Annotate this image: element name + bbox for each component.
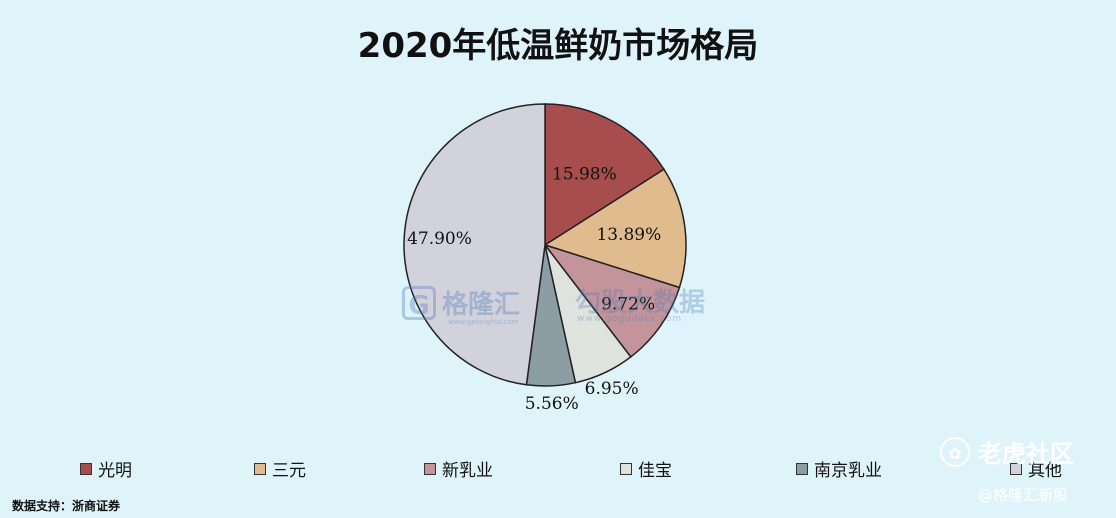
pie-slice-2 [542,243,681,358]
legend-swatch [254,462,266,475]
brand-author: @格隆汇新股 [978,486,1069,504]
gogudata-watermark: 勾股大数据 [575,288,706,318]
pie-slice-1 [543,168,687,289]
pie-label-5: 47.90% [407,229,472,249]
gelonghui-watermark-url: www.gelonghui.com [448,318,519,326]
pie-label-4: 5.56% [525,394,579,414]
legend-label: 南京乳业 [814,461,882,481]
legend-swatch [796,462,808,475]
legend-item: 南京乳业 [796,456,882,481]
pie-label-0: 15.98% [552,164,617,184]
legend-label: 佳宝 [638,461,672,481]
gelonghui-watermark-text: 格隆汇 [442,290,521,320]
chart-legend: 光明 三元 新乳业 佳宝 南京乳业 其他 [80,456,1080,481]
pie-slice-0 [544,103,665,247]
legend-item: 光明 [80,456,132,481]
source-note: 数据支持：浙商证券 [12,499,121,513]
brand-name: 老虎社区 [978,440,1074,468]
legend-label: 新乳业 [442,461,493,481]
legend-label: 其他 [1028,461,1062,481]
legend-item: 佳宝 [620,456,672,481]
pie-label-2: 9.72% [601,294,655,314]
legend-label: 三元 [272,461,306,481]
gelonghui-logo-icon: G [402,285,436,321]
legend-item: 其他 [1010,456,1062,481]
legend-item: 三元 [254,456,306,481]
legend-label: 光明 [98,461,132,481]
pie-label-3: 6.95% [585,379,639,399]
tiger-icon: ✿ [940,436,970,467]
chart-title: 2020年低温鲜奶市场格局 [357,26,759,66]
legend-swatch [620,462,632,475]
legend-swatch [80,462,92,475]
legend-swatch [424,462,436,475]
brand-watermark: ✿ 老虎社区 [940,434,1074,469]
pie-slice-5 [403,103,546,386]
gogudata-watermark-url: www.gogudata.com [577,314,683,324]
legend-item: 新乳业 [424,456,493,481]
legend-swatch [1010,462,1022,475]
gelonghui-watermark: G 格隆汇 [402,284,520,321]
pie-label-1: 13.89% [596,225,661,245]
